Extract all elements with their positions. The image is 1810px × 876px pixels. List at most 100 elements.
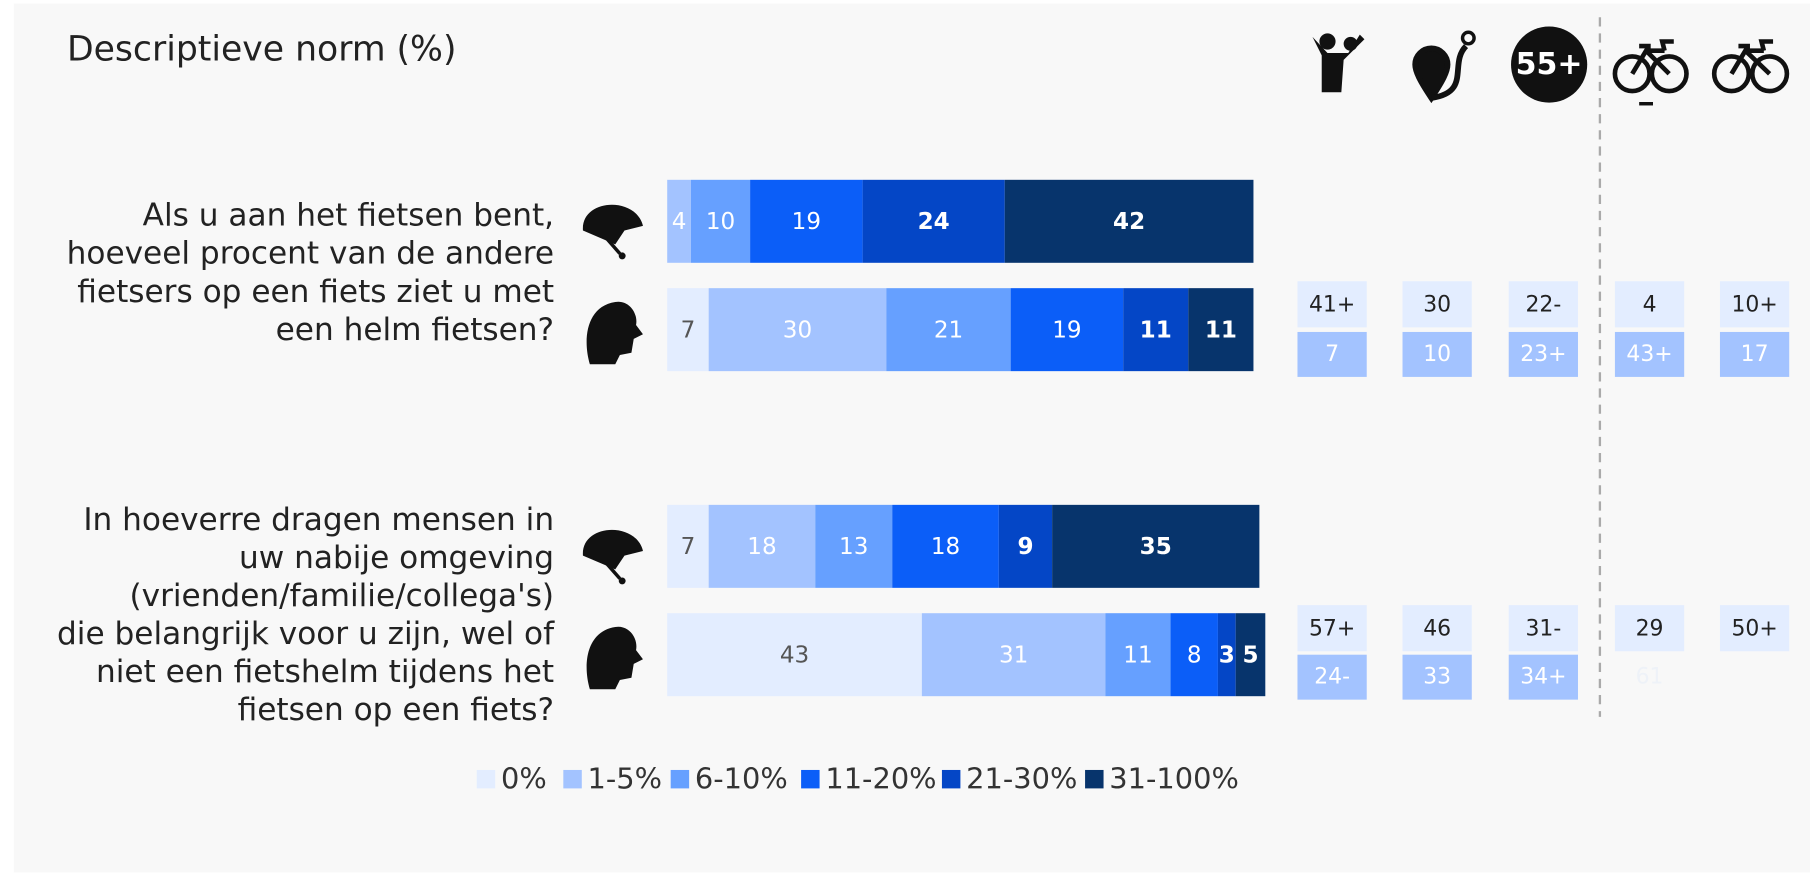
side-box-bottom	[1402, 331, 1472, 377]
legend-label: 0%	[501, 761, 547, 795]
bar-segment	[1004, 179, 1254, 263]
bar-segment	[750, 179, 863, 263]
icon-55plus: 55+	[1511, 26, 1588, 103]
side-box-top	[1297, 281, 1367, 328]
bar-segment	[1010, 288, 1124, 372]
segment-label: 31	[999, 642, 1028, 668]
side-box-top-label: 22-	[1525, 292, 1561, 317]
bar-segment	[667, 179, 691, 263]
segment-label: 11	[1123, 642, 1152, 668]
segment-label: 9	[1017, 534, 1033, 560]
side-box-bottom-label: 17	[1741, 342, 1769, 367]
question-line: fietsers op een fiets ziet u met	[77, 274, 554, 310]
bar-segment	[862, 179, 1005, 263]
side-box-bottom-label: 7	[1325, 342, 1339, 367]
helmet-buckle	[618, 252, 626, 260]
segment-label: 7	[681, 317, 696, 343]
question-line: fietsen op een fiets?	[238, 692, 554, 728]
legend-label: 11-20%	[825, 761, 936, 795]
helmet-shape	[582, 529, 643, 570]
segment-label: 3	[1219, 642, 1235, 668]
side-box-top	[1402, 281, 1472, 328]
segment-label: 11	[1205, 317, 1237, 343]
helmet-strap	[602, 559, 622, 580]
bar-segment	[886, 288, 1011, 372]
legend-swatch	[941, 769, 961, 789]
segment-label: 11	[1140, 317, 1172, 343]
icon-bike	[1711, 39, 1790, 94]
side-box-top	[1508, 605, 1578, 652]
bar-segment	[690, 179, 751, 263]
side-box-bottom-label: 10	[1423, 342, 1451, 367]
legend-swatch	[563, 769, 582, 789]
side-box-bottom-label: 33	[1423, 665, 1451, 690]
side-box-top-label: 50+	[1731, 616, 1777, 641]
question-line: hoeveel procent van de andere	[67, 236, 554, 272]
side-box-top	[1719, 281, 1790, 328]
bar-segment	[708, 504, 816, 588]
side-box-top	[1719, 605, 1790, 652]
side-box-top	[1297, 605, 1367, 652]
legend-swatch	[670, 769, 690, 789]
side-box-top-label: 4	[1643, 292, 1657, 317]
segment-label: 19	[1052, 317, 1081, 343]
bar-segment	[1052, 504, 1260, 588]
side-box-bottom-label: 43+	[1626, 342, 1672, 367]
segment-label: 18	[747, 534, 776, 560]
side-box-bottom-label: 61	[1636, 665, 1664, 690]
segment-label: 5	[1242, 642, 1258, 668]
question-line: een helm fietsen?	[276, 312, 554, 348]
segment-label: 8	[1187, 642, 1202, 668]
side-box-top-label: 31-	[1525, 616, 1561, 641]
side-box-bottom	[1508, 331, 1578, 377]
legend-swatch	[1085, 769, 1104, 789]
question-line: die belangrijk voor u zijn, wel of	[57, 616, 555, 652]
side-box-bottom-label: 34+	[1520, 665, 1566, 690]
legend-label: 1-5%	[588, 761, 663, 795]
icon-ebike	[1612, 39, 1689, 106]
side-box-top	[1402, 605, 1472, 652]
bar-segment	[921, 613, 1106, 697]
segment-label: 4	[672, 209, 687, 235]
bar-segment	[1105, 613, 1171, 697]
svg-text:55+: 55+	[1516, 47, 1583, 82]
side-box-top-label: 57+	[1309, 616, 1355, 641]
side-box-bottom	[1719, 331, 1790, 377]
side-box-top	[1614, 605, 1685, 652]
segment-label: 13	[839, 534, 868, 560]
question-line: (vrienden/familie/collega's)	[129, 578, 554, 614]
side-box-bottom-label: 23+	[1520, 342, 1566, 367]
segment-label: 42	[1113, 209, 1145, 235]
side-box-bottom	[1402, 654, 1472, 700]
panel	[13, 3, 1810, 873]
bar-segment	[708, 288, 887, 372]
legend-label: 21-30%	[966, 761, 1077, 795]
bar-segment	[1123, 288, 1189, 372]
side-box-top-label: 30	[1423, 292, 1451, 317]
question-line: niet een fietshelm tijdens het	[96, 654, 554, 690]
side-box-top-label: 41+	[1309, 292, 1355, 317]
side-box-bottom	[1297, 331, 1367, 377]
icon-route	[1412, 30, 1476, 104]
question-line: Als u aan het fietsen bent,	[143, 198, 554, 234]
segment-label: 30	[783, 317, 812, 343]
bar-segment	[1217, 613, 1236, 697]
bar-segment	[1170, 613, 1218, 697]
icon-helmet	[582, 204, 643, 260]
helmet-strap	[602, 233, 622, 255]
segment-label: 18	[931, 534, 960, 560]
chart-title: Descriptieve norm (%)	[67, 30, 457, 70]
legend-label: 31-100%	[1109, 761, 1239, 795]
icon-head	[586, 626, 643, 690]
bar-segment	[1188, 288, 1254, 372]
segment-label: 21	[934, 317, 963, 343]
helmet-buckle	[618, 577, 626, 585]
segment-label: 24	[918, 209, 950, 235]
side-box-bottom	[1297, 654, 1367, 700]
segment-label: 43	[780, 642, 809, 668]
bar-segment	[892, 504, 999, 588]
side-box-top	[1508, 281, 1578, 328]
bar-segment	[667, 288, 709, 372]
